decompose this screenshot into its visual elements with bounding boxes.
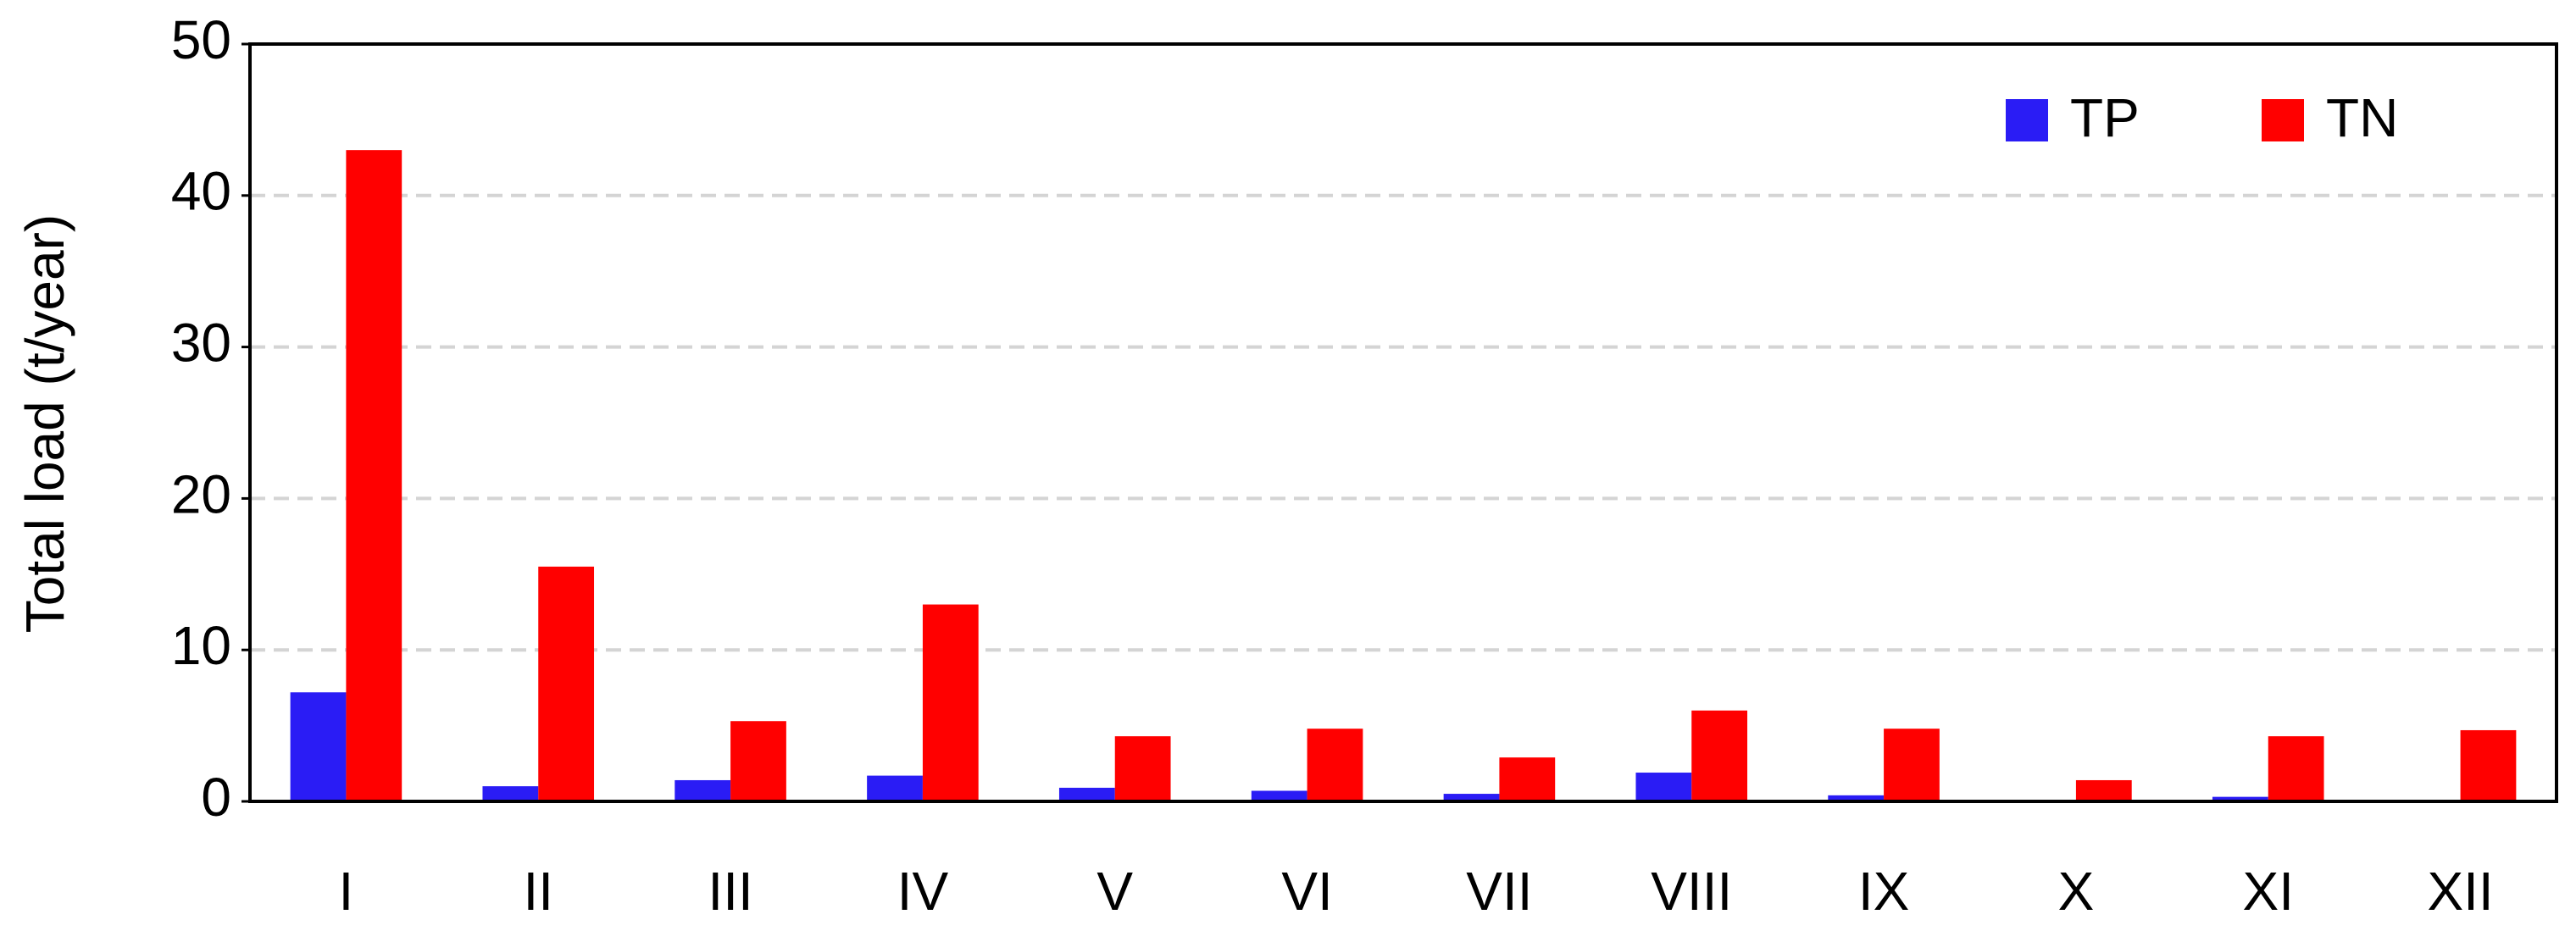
bar bbox=[2075, 779, 2132, 801]
bar bbox=[290, 692, 347, 801]
x-tick-label: II bbox=[523, 861, 553, 922]
x-tick-label: X bbox=[2058, 861, 2095, 922]
bar bbox=[730, 721, 786, 801]
x-tick-label: I bbox=[339, 861, 354, 922]
bar bbox=[675, 779, 731, 801]
legend-swatch bbox=[2262, 99, 2304, 141]
y-tick-label: 40 bbox=[171, 161, 231, 222]
bar bbox=[346, 150, 402, 801]
legend-swatch bbox=[2006, 99, 2048, 141]
x-tick-label: VI bbox=[1281, 861, 1332, 922]
x-tick-label: IV bbox=[897, 861, 949, 922]
bar bbox=[2212, 796, 2268, 801]
x-tick-label: VIII bbox=[1651, 861, 1732, 922]
plot-frame bbox=[248, 42, 2558, 803]
y-tick-label: 10 bbox=[171, 615, 231, 676]
bar bbox=[1058, 787, 1115, 801]
x-tick-label: III bbox=[708, 861, 752, 922]
y-tick-label: 50 bbox=[171, 9, 231, 70]
bar bbox=[1691, 710, 1748, 801]
x-tick-label: XI bbox=[2243, 861, 2294, 922]
bar bbox=[1499, 757, 1556, 801]
bar bbox=[1884, 729, 1940, 801]
legend-label: TN bbox=[2326, 87, 2398, 148]
bar bbox=[2268, 736, 2324, 801]
x-tick-label: V bbox=[1096, 861, 1133, 922]
bar bbox=[482, 786, 539, 801]
bar bbox=[1443, 794, 1500, 801]
bar bbox=[1251, 790, 1307, 801]
bar bbox=[2460, 729, 2517, 801]
y-tick-label: 0 bbox=[201, 767, 231, 828]
x-tick-label: IX bbox=[1858, 861, 1909, 922]
x-tick-label: XII bbox=[2427, 861, 2493, 922]
legend-label: TP bbox=[2070, 87, 2140, 148]
bar bbox=[538, 566, 595, 801]
bar bbox=[1828, 795, 1885, 801]
y-tick-label: 20 bbox=[171, 463, 231, 524]
bar bbox=[1307, 729, 1363, 801]
bar bbox=[922, 604, 979, 801]
bar bbox=[867, 775, 923, 801]
bar bbox=[1114, 736, 1171, 801]
y-tick-label: 30 bbox=[171, 313, 231, 374]
y-axis-label: Total load (t/year) bbox=[14, 214, 75, 633]
x-tick-label: VII bbox=[1466, 861, 1532, 922]
bar bbox=[1635, 773, 1692, 801]
